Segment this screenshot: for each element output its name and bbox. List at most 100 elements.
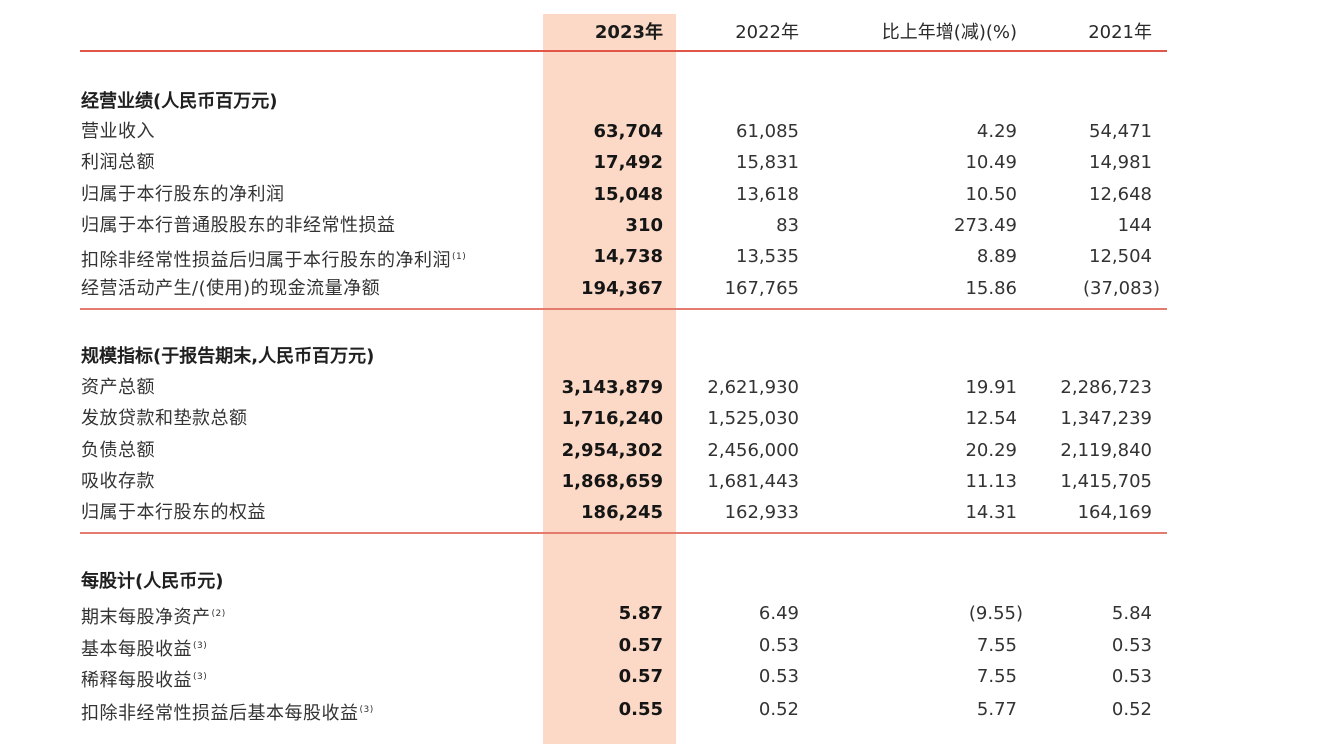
table-row: 归属于本行股东的净利润 15,048 13,618 10.50 12,648 bbox=[0, 180, 1320, 210]
table-row: 发放贷款和垫款总额 1,716,240 1,525,030 12.54 1,34… bbox=[0, 404, 1320, 434]
table-row: 负债总额 2,954,302 2,456,000 20.29 2,119,840 bbox=[0, 436, 1320, 466]
section-title-operating: 经营业绩(人民币百万元) bbox=[81, 91, 278, 112]
value-2023: 310 bbox=[625, 215, 663, 236]
header-2021: 2021年 bbox=[1088, 22, 1152, 43]
value-change: 15.86 bbox=[965, 278, 1017, 299]
value-2021: 0.53 bbox=[1111, 666, 1152, 687]
value-change: 273.49 bbox=[954, 215, 1017, 236]
value-2021: 14,981 bbox=[1089, 152, 1152, 173]
value-2023: 15,048 bbox=[593, 184, 663, 205]
value-change: 14.31 bbox=[965, 502, 1017, 523]
footnote-marker: (1) bbox=[452, 252, 467, 262]
value-2023: 5.87 bbox=[618, 603, 663, 624]
value-2021: 1,347,239 bbox=[1060, 408, 1152, 429]
highlight-column-2023 bbox=[543, 14, 676, 744]
value-2022: 15,831 bbox=[736, 152, 799, 173]
value-2021: 2,119,840 bbox=[1060, 440, 1152, 461]
value-2023: 2,954,302 bbox=[561, 440, 663, 461]
value-2022: 0.53 bbox=[758, 666, 799, 687]
section-rule bbox=[80, 308, 1167, 310]
value-change: 20.29 bbox=[965, 440, 1017, 461]
value-2023: 1,716,240 bbox=[561, 408, 663, 429]
value-change: 5.77 bbox=[976, 699, 1017, 720]
table-row: 经营活动产生/(使用)的现金流量净额 194,367 167,765 15.86… bbox=[0, 274, 1320, 304]
table-row: 营业收入 63,704 61,085 4.29 54,471 bbox=[0, 117, 1320, 147]
header-change: 比上年增(减)(%) bbox=[881, 22, 1017, 43]
value-2022: 0.52 bbox=[758, 699, 799, 720]
value-2023: 14,738 bbox=[593, 246, 663, 267]
section-rule bbox=[80, 532, 1167, 534]
value-2023: 63,704 bbox=[593, 121, 663, 142]
value-2022: 2,621,930 bbox=[707, 377, 799, 398]
value-2021: 12,648 bbox=[1089, 184, 1152, 205]
row-label: 基本每股收益(3) bbox=[81, 639, 208, 660]
value-change: 12.54 bbox=[965, 408, 1017, 429]
table-row: 利润总额 17,492 15,831 10.49 14,981 bbox=[0, 148, 1320, 178]
row-label: 发放贷款和垫款总额 bbox=[81, 408, 248, 429]
footnote-marker: (2) bbox=[211, 609, 226, 619]
value-2021: 0.52 bbox=[1111, 699, 1152, 720]
row-label: 稀释每股收益(3) bbox=[81, 670, 208, 691]
value-change: 11.13 bbox=[965, 471, 1017, 492]
row-label: 营业收入 bbox=[81, 121, 155, 142]
footnote-marker: (3) bbox=[193, 641, 208, 651]
value-2022: 162,933 bbox=[724, 502, 799, 523]
value-change: (9.55) bbox=[968, 603, 1023, 624]
value-2022: 0.53 bbox=[758, 635, 799, 656]
row-label: 经营活动产生/(使用)的现金流量净额 bbox=[81, 278, 381, 299]
value-2022: 83 bbox=[776, 215, 799, 236]
footnote-marker: (3) bbox=[359, 705, 374, 715]
row-label: 归属于本行股东的权益 bbox=[81, 502, 266, 523]
footnote-marker: (3) bbox=[193, 672, 208, 682]
table-row: 归属于本行普通股股东的非经常性损益 310 83 273.49 144 bbox=[0, 211, 1320, 241]
section-title-per-share: 每股计(人民币元) bbox=[81, 571, 224, 592]
table-row: 吸收存款 1,868,659 1,681,443 11.13 1,415,705 bbox=[0, 467, 1320, 497]
value-change: 10.50 bbox=[965, 184, 1017, 205]
value-2021: 1,415,705 bbox=[1060, 471, 1152, 492]
row-label: 期末每股净资产(2) bbox=[81, 607, 226, 628]
value-2022: 167,765 bbox=[724, 278, 799, 299]
row-label: 利润总额 bbox=[81, 152, 155, 173]
header-2022: 2022年 bbox=[735, 22, 799, 43]
table-row: 稀释每股收益(3) 0.57 0.53 7.55 0.53 bbox=[0, 662, 1320, 692]
value-change: 7.55 bbox=[976, 666, 1017, 687]
value-2021: 54,471 bbox=[1089, 121, 1152, 142]
value-2021: (37,083) bbox=[1082, 278, 1160, 299]
table-row: 归属于本行股东的权益 186,245 162,933 14.31 164,169 bbox=[0, 498, 1320, 528]
value-change: 10.49 bbox=[965, 152, 1017, 173]
value-change: 4.29 bbox=[976, 121, 1017, 142]
value-change: 8.89 bbox=[976, 246, 1017, 267]
value-2021: 2,286,723 bbox=[1060, 377, 1152, 398]
table-row: 基本每股收益(3) 0.57 0.53 7.55 0.53 bbox=[0, 631, 1320, 661]
value-change: 7.55 bbox=[976, 635, 1017, 656]
value-2023: 1,868,659 bbox=[561, 471, 663, 492]
value-2022: 13,618 bbox=[736, 184, 799, 205]
header-2023: 2023年 bbox=[594, 22, 663, 43]
row-label: 扣除非经常性损益后基本每股收益(3) bbox=[81, 703, 374, 724]
value-2022: 61,085 bbox=[736, 121, 799, 142]
row-label: 资产总额 bbox=[81, 377, 155, 398]
value-2023: 17,492 bbox=[593, 152, 663, 173]
value-2023: 194,367 bbox=[581, 278, 663, 299]
row-label: 吸收存款 bbox=[81, 471, 155, 492]
value-2022: 1,525,030 bbox=[707, 408, 799, 429]
table-row: 扣除非经常性损益后基本每股收益(3) 0.55 0.52 5.77 0.52 bbox=[0, 695, 1320, 725]
value-2023: 3,143,879 bbox=[561, 377, 663, 398]
table-row: 扣除非经常性损益后归属于本行股东的净利润(1) 14,738 13,535 8.… bbox=[0, 242, 1320, 272]
value-2022: 6.49 bbox=[758, 603, 799, 624]
value-2021: 144 bbox=[1117, 215, 1152, 236]
section-title-scale: 规模指标(于报告期末,人民币百万元) bbox=[81, 346, 375, 367]
row-label: 归属于本行股东的净利润 bbox=[81, 184, 285, 205]
value-2021: 164,169 bbox=[1077, 502, 1152, 523]
value-2022: 13,535 bbox=[736, 246, 799, 267]
value-2023: 0.55 bbox=[618, 699, 663, 720]
row-label: 扣除非经常性损益后归属于本行股东的净利润(1) bbox=[81, 250, 467, 271]
row-label: 负债总额 bbox=[81, 440, 155, 461]
value-change: 19.91 bbox=[965, 377, 1017, 398]
table-header: 2023年 2022年 比上年增(减)(%) 2021年 bbox=[0, 18, 1320, 48]
value-2023: 186,245 bbox=[581, 502, 663, 523]
value-2023: 0.57 bbox=[618, 635, 663, 656]
value-2023: 0.57 bbox=[618, 666, 663, 687]
value-2021: 0.53 bbox=[1111, 635, 1152, 656]
